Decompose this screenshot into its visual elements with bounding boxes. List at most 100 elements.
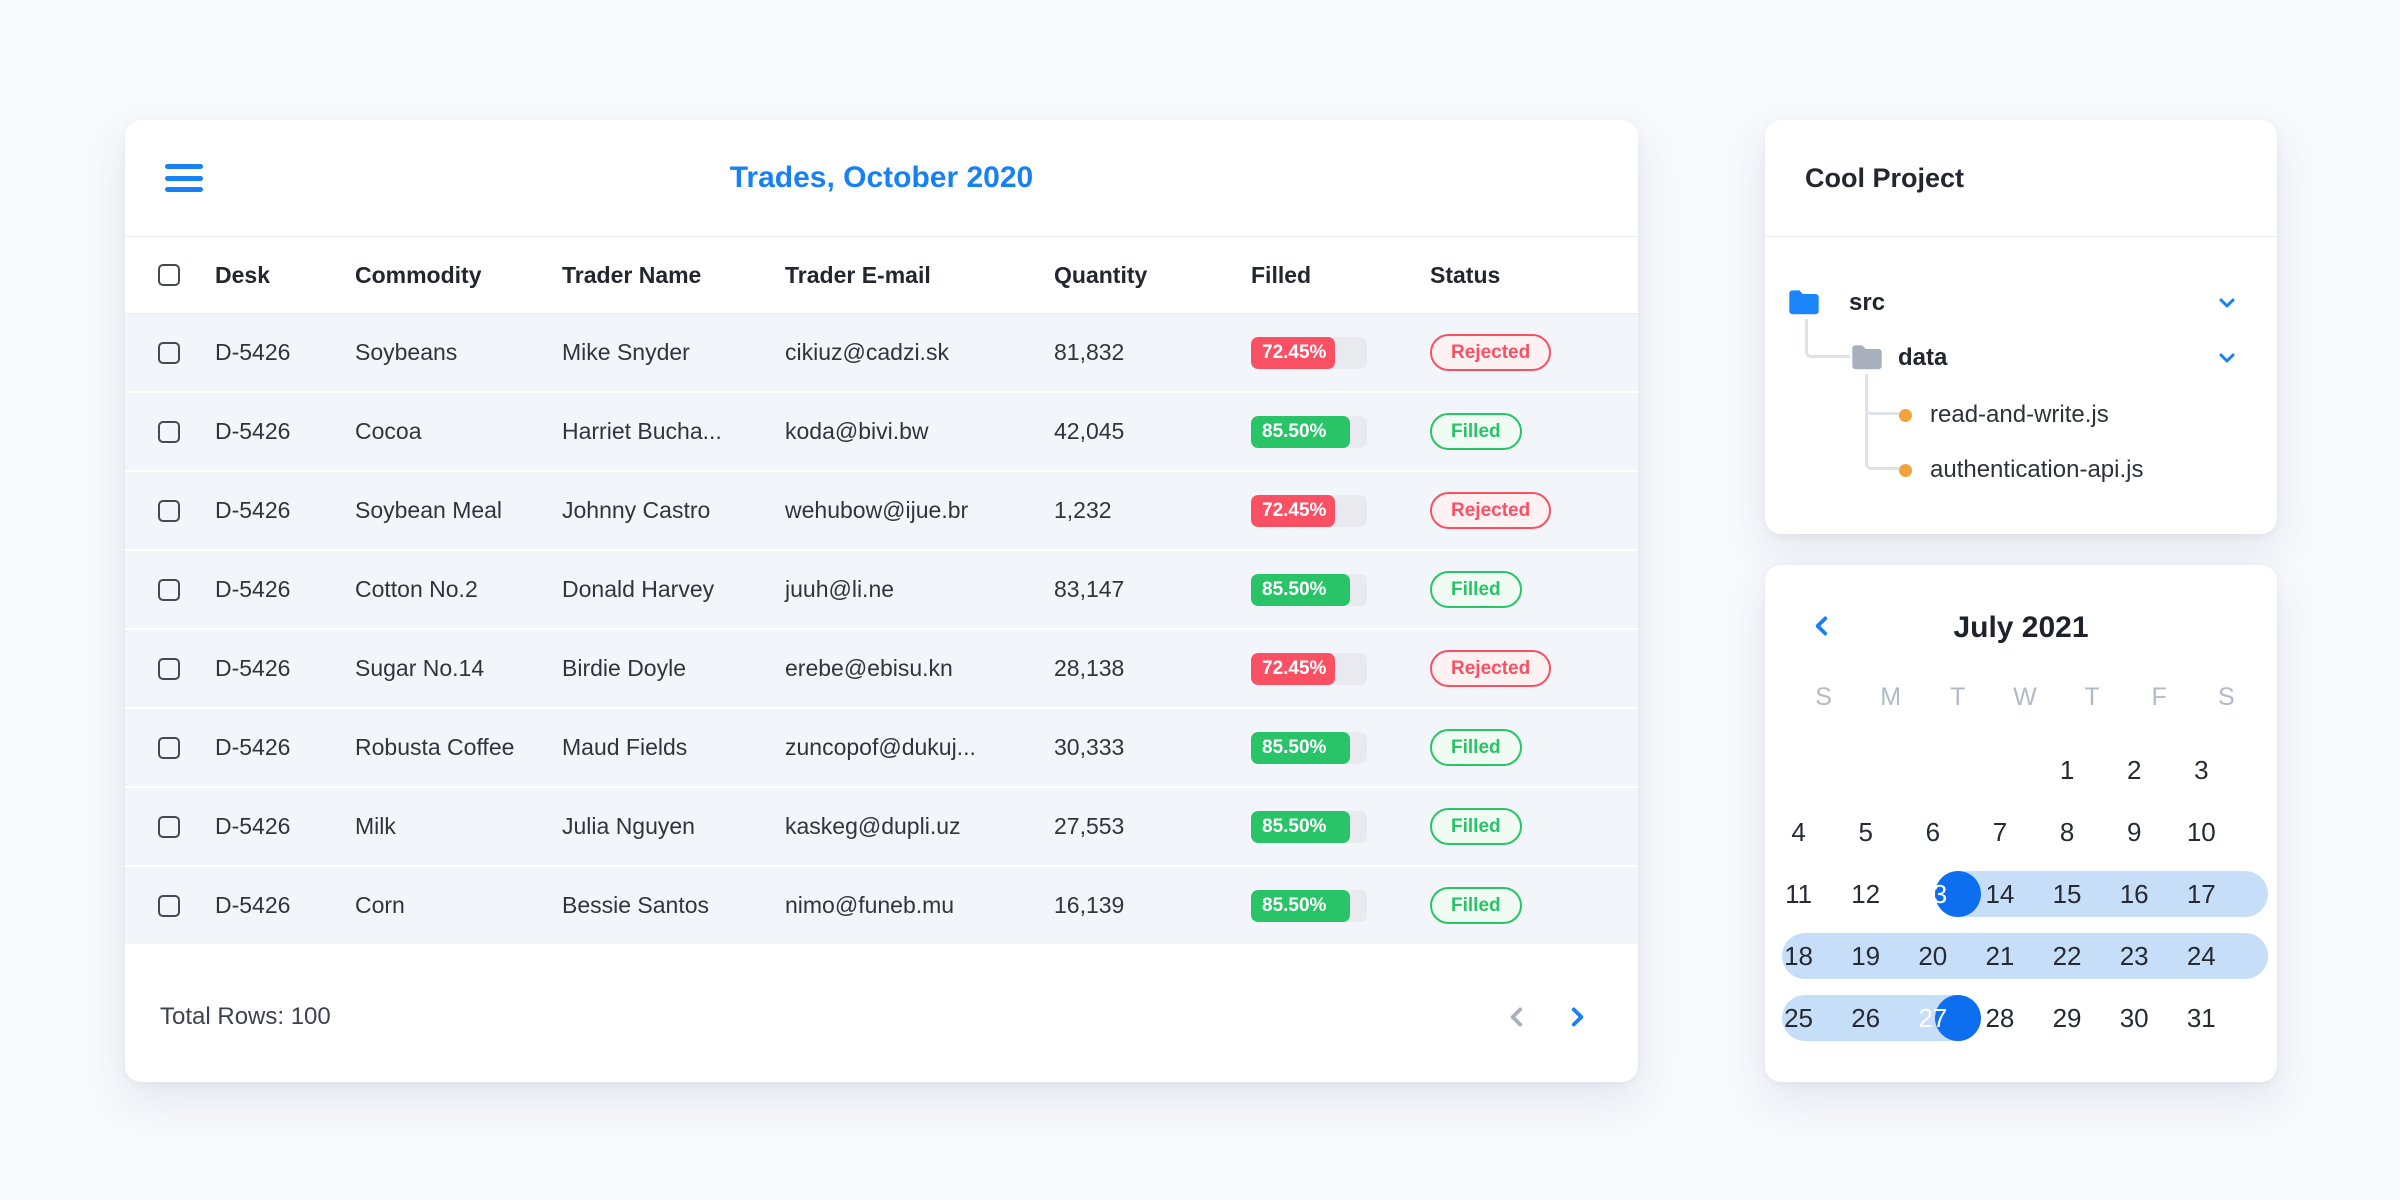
calendar-title: July 2021 [1953, 611, 2089, 644]
cell-desk: D-5426 [215, 655, 291, 681]
progress-fill: 85.50% [1251, 415, 1351, 448]
calendar-day[interactable]: 15 [2052, 879, 2082, 909]
weekday-label: S [1815, 683, 1832, 711]
table-header-row: Desk Commodity Trader Name Trader E-mail Qua… [125, 237, 1638, 314]
tree-item-label: data [1898, 344, 1948, 371]
tree-connector [1865, 374, 1899, 470]
calendar-day[interactable]: 6 [1925, 817, 1941, 847]
calendar-day[interactable]: 28 [1985, 1003, 2015, 1033]
next-page-button[interactable] [1564, 1004, 1590, 1030]
progress-fill: 85.50% [1251, 889, 1351, 922]
progress-fill: 85.50% [1251, 573, 1351, 606]
chevron-down-icon[interactable] [2215, 346, 2239, 370]
calendar-header: July 2021 [1765, 565, 2277, 675]
column-header-trader-name: Trader Name [562, 261, 702, 288]
prev-month-button[interactable] [1809, 613, 1835, 639]
cell-filled: 85.50% [1251, 731, 1430, 764]
calendar-day[interactable]: 4 [1791, 817, 1806, 847]
progress-label: 85.50% [1262, 420, 1327, 442]
calendar-day[interactable]: 29 [2052, 1003, 2082, 1033]
calendar-day[interactable]: 11 [1785, 879, 1813, 909]
status-badge: Rejected [1430, 650, 1552, 687]
row-checkbox[interactable] [158, 420, 180, 443]
row-checkbox-cell [158, 341, 215, 364]
cell-trader-email: zuncopof@dukuj... [785, 734, 976, 760]
row-checkbox[interactable] [158, 736, 180, 759]
calendar-day[interactable]: 23 [2119, 941, 2149, 971]
weekday-label: T [2084, 683, 2100, 711]
calendar-day[interactable]: 2 [2126, 755, 2142, 785]
calendar-day[interactable]: 17 [2186, 879, 2216, 909]
calendar-day[interactable]: 21 [1985, 941, 2015, 971]
prev-page-button[interactable] [1504, 1004, 1530, 1030]
progress-bar: 85.50% [1251, 810, 1367, 843]
row-checkbox[interactable] [158, 815, 180, 838]
selected-range-band [1782, 933, 2268, 979]
calendar-day[interactable]: 24 [2186, 941, 2216, 971]
calendar-day[interactable]: 19 [1851, 941, 1881, 971]
status-badge: Filled [1430, 413, 1522, 450]
cell-trader-name: Johnny Castro [562, 497, 711, 523]
calendar-day[interactable]: 30 [2119, 1003, 2149, 1033]
cell-trader-name: Bessie Santos [562, 892, 710, 918]
column-header-commodity: Commodity [355, 261, 482, 288]
row-checkbox[interactable] [158, 578, 180, 601]
pagination [1504, 1004, 1590, 1030]
calendar-day[interactable]: 10 [2186, 817, 2216, 847]
calendar-day[interactable]: 8 [2059, 817, 2075, 847]
calendar-day[interactable]: 20 [1918, 941, 1948, 971]
folder-icon [1852, 345, 1882, 370]
cell-status: Filled [1430, 887, 1638, 924]
weekday-label: S [2217, 683, 2235, 711]
project-title: Cool Project [1805, 162, 1965, 193]
header-checkbox-cell [158, 264, 215, 286]
calendar-day[interactable]: 26 [1851, 1003, 1881, 1033]
calendar-day[interactable]: 3 [2194, 755, 2209, 785]
calendar-day[interactable]: 14 [1985, 879, 2015, 909]
calendar-day[interactable]: 9 [2126, 817, 2142, 847]
chevron-left-icon [1815, 616, 1828, 636]
calendar-week-row: 18 19 20 21 22 23 24 [1765, 925, 2277, 987]
calendar-day[interactable]: 5 [1858, 817, 1873, 847]
row-checkbox-cell [158, 420, 215, 443]
cell-commodity: Sugar No.14 [355, 655, 485, 681]
tree-item-file[interactable]: read-and-write.js [1765, 395, 2277, 435]
cell-trader-name: Maud Fields [562, 734, 688, 760]
select-all-checkbox[interactable] [158, 264, 180, 286]
tree-item-data[interactable]: data [1765, 338, 2277, 378]
chevron-down-icon[interactable] [2215, 291, 2239, 315]
calendar-day[interactable]: 27 [1918, 1003, 1948, 1033]
cell-commodity: Soybeans [355, 339, 458, 365]
calendar-day[interactable]: 13 [1918, 879, 1948, 909]
cell-trader-email: cikiuz@cadzi.sk [785, 339, 949, 365]
calendar-day[interactable]: 7 [1992, 817, 2008, 847]
tree-item-file[interactable]: authentication-api.js [1765, 450, 2277, 490]
chevron-right-icon [1571, 1007, 1584, 1027]
status-badge: Filled [1430, 571, 1522, 608]
row-checkbox[interactable] [158, 894, 180, 917]
calendar-day[interactable]: 1 [2059, 755, 2075, 785]
cell-commodity: Corn [355, 892, 405, 918]
tree-item-src[interactable]: src [1765, 283, 2277, 323]
tree-item-label: src [1849, 289, 1886, 316]
calendar-grid: 1 2 3 4 5 6 7 8 9 10 11 12 13 14 15 16 17 18 19 20 21 22 23 24 2… [1765, 739, 2277, 1049]
row-checkbox[interactable] [158, 341, 180, 364]
calendar-day[interactable]: 25 [1784, 1003, 1814, 1033]
row-checkbox[interactable] [158, 499, 180, 522]
calendar-day[interactable]: 18 [1784, 941, 1814, 971]
status-badge: Rejected [1430, 334, 1552, 371]
selected-day-circle [1934, 995, 1981, 1041]
table-row: D-5426 Sugar No.14 Birdie Doyle erebe@ebisu… [125, 630, 1638, 709]
cell-filled: 85.50% [1251, 415, 1430, 448]
calendar-day[interactable]: 31 [2186, 1003, 2216, 1033]
row-checkbox[interactable] [158, 657, 180, 680]
progress-bar: 85.50% [1251, 889, 1367, 922]
calendar-day[interactable]: 22 [2052, 941, 2082, 971]
calendar-day[interactable]: 16 [2119, 879, 2149, 909]
progress-fill: 85.50% [1251, 731, 1351, 764]
row-checkbox-cell [158, 657, 215, 680]
menu-icon[interactable] [165, 164, 203, 192]
progress-fill: 85.50% [1251, 810, 1351, 843]
cell-trader-email: wehubow@ijue.br [785, 497, 969, 523]
calendar-day[interactable]: 12 [1851, 879, 1881, 909]
